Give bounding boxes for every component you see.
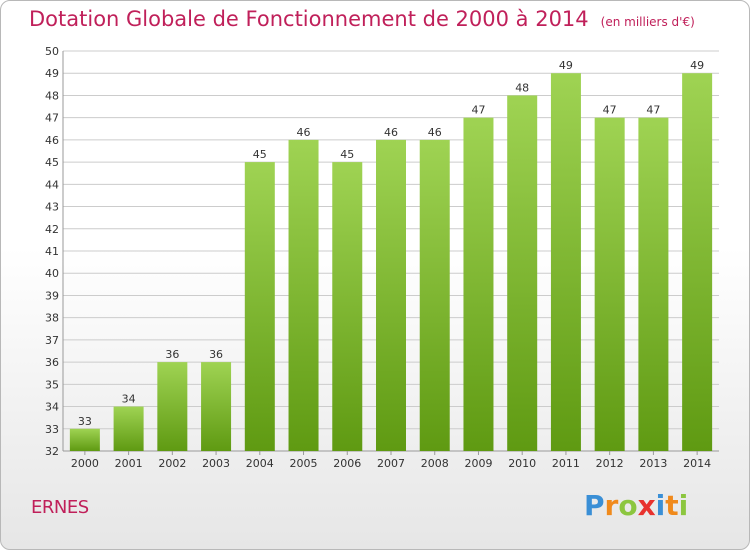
y-tick-label: 46: [45, 134, 59, 147]
x-tick-label: 2001: [115, 457, 143, 470]
y-tick-label: 39: [45, 289, 59, 302]
bar-value-label: 36: [165, 348, 179, 361]
y-tick-label: 48: [45, 89, 59, 102]
x-tick-label: 2007: [377, 457, 405, 470]
y-tick-label: 47: [45, 112, 59, 125]
bar: [113, 406, 144, 451]
bar: [594, 117, 625, 452]
bar: [201, 362, 232, 451]
chart-title-text: Dotation Globale de Fonctionnement de 20…: [29, 7, 589, 31]
x-axis: 2000 2001 2002 2003 2004 2005 2006 2007 2008 2009…: [71, 451, 711, 470]
bar-value-label: 45: [340, 148, 354, 161]
bar: [69, 428, 100, 451]
x-tick-label: 2003: [202, 457, 230, 470]
y-tick-label: 33: [45, 423, 59, 436]
bar: [638, 117, 669, 452]
y-tick-label: 35: [45, 378, 59, 391]
bar-value-label: 34: [122, 393, 136, 406]
bar-value-label: 49: [690, 59, 704, 72]
y-tick-label: 44: [45, 178, 59, 191]
bar: [244, 162, 275, 451]
bar-value-label: 47: [646, 104, 660, 117]
bar-value-label: 47: [471, 104, 485, 117]
x-tick-label: 2004: [246, 457, 274, 470]
y-tick-label: 37: [45, 334, 59, 347]
bars: [69, 73, 713, 452]
x-tick-label: 2011: [552, 457, 580, 470]
y-tick-label: 50: [45, 45, 59, 58]
bar: [332, 162, 363, 451]
logo-letter: x: [637, 489, 656, 522]
x-tick-label: 2002: [158, 457, 186, 470]
y-tick-label: 38: [45, 312, 59, 325]
y-tick-label: 34: [45, 401, 59, 414]
bar-value-label: 36: [209, 348, 223, 361]
x-tick-label: 2000: [71, 457, 99, 470]
x-tick-label: 2010: [508, 457, 536, 470]
data-labels: 33 34 36 36 45 46 45 46 46 47 48 49 47 47 49: [78, 59, 704, 428]
logo-letter: o: [618, 489, 638, 522]
bar-value-label: 46: [384, 126, 398, 139]
bar: [376, 139, 406, 451]
logo-letter: t: [665, 489, 679, 522]
bar: [157, 362, 188, 451]
logo-letter: i: [655, 489, 666, 522]
y-tick-label: 49: [45, 67, 59, 80]
proxiti-logo[interactable]: Proxiti: [584, 489, 688, 522]
logo-letter: P: [584, 489, 605, 522]
y-tick-label: 41: [45, 245, 59, 258]
logo-letter: i: [678, 489, 689, 522]
chart-title: Dotation Globale de Fonctionnement de 20…: [29, 7, 695, 31]
x-tick-label: 2006: [333, 457, 361, 470]
bar-value-label: 48: [515, 81, 529, 94]
x-tick-label: 2014: [683, 457, 711, 470]
bar: [550, 73, 581, 451]
x-tick-label: 2013: [639, 457, 667, 470]
y-tick-label: 36: [45, 356, 59, 369]
x-tick-label: 2008: [421, 457, 449, 470]
y-tick-label: 32: [45, 445, 59, 458]
y-tick-label: 42: [45, 223, 59, 236]
bar-value-label: 46: [428, 126, 442, 139]
bar-value-label: 46: [297, 126, 311, 139]
chart-unit: (en milliers d'€): [600, 15, 695, 29]
logo-letter: r: [604, 489, 619, 522]
bar-value-label: 47: [603, 104, 617, 117]
commune-name: ERNES: [31, 497, 89, 518]
bar-value-label: 45: [253, 148, 267, 161]
y-axis: 32 33 34 35 36 37 38 39 40 41 42 43 44 45 46 47 48 49 50: [45, 45, 719, 458]
x-tick-label: 2005: [290, 457, 318, 470]
y-tick-label: 43: [45, 201, 59, 214]
x-tick-label: 2009: [464, 457, 492, 470]
y-tick-label: 40: [45, 267, 59, 280]
bar: [682, 73, 713, 451]
bar: [288, 139, 319, 451]
bar-value-label: 49: [559, 59, 573, 72]
bar: [419, 139, 450, 451]
bar: [463, 117, 494, 452]
y-tick-label: 45: [45, 156, 59, 169]
bar: [507, 95, 538, 451]
x-tick-label: 2012: [596, 457, 624, 470]
bar-value-label: 33: [78, 415, 92, 428]
